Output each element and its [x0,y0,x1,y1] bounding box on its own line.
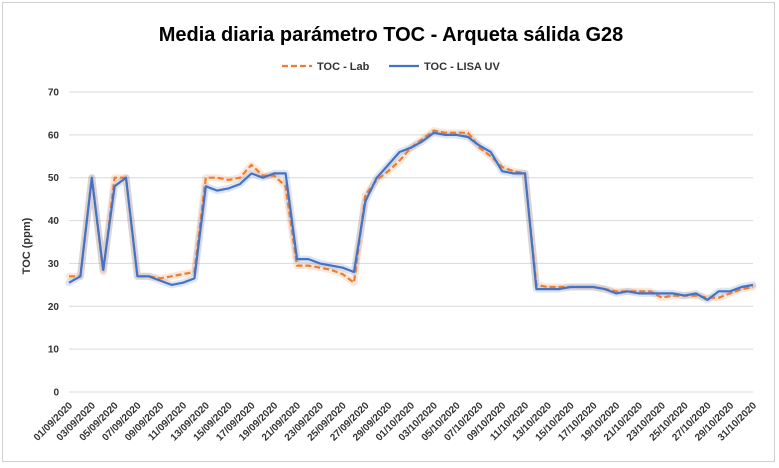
gridlines [69,91,753,393]
y-tick-label: 20 [48,302,60,313]
series-lines [68,129,754,301]
series-glow-0 [65,127,757,302]
y-tick-label: 50 [48,173,60,184]
y-axis-ticks: 0 10 20 30 40 50 60 70 [48,88,60,399]
series-glow [65,127,757,304]
legend: TOC - Lab TOC - LISA UV [282,61,500,73]
y-tick-label: 60 [48,130,60,141]
legend-lisa-label: TOC - LISA UV [424,61,500,73]
series-line-toc-lab [69,129,754,299]
y-tick-label: 30 [48,259,60,270]
y-tick-label: 40 [48,216,60,227]
y-axis-label: TOC (ppm) [21,217,33,274]
x-axis-ticks: 01/09/202003/09/202005/09/202007/09/2020… [32,400,759,443]
series-line-toc-lisa-uv [68,131,754,301]
chart-frame: Media diaria parámetro TOC - Arqueta sál… [2,2,775,462]
y-tick-label: 70 [48,88,60,99]
y-tick-label: 10 [48,345,60,356]
y-tick-label: 0 [53,388,59,399]
line-chart: Media diaria parámetro TOC - Arqueta sál… [21,24,759,444]
chart-title: Media diaria parámetro TOC - Arqueta sál… [159,24,624,46]
legend-lab-label: TOC - Lab [317,61,370,73]
